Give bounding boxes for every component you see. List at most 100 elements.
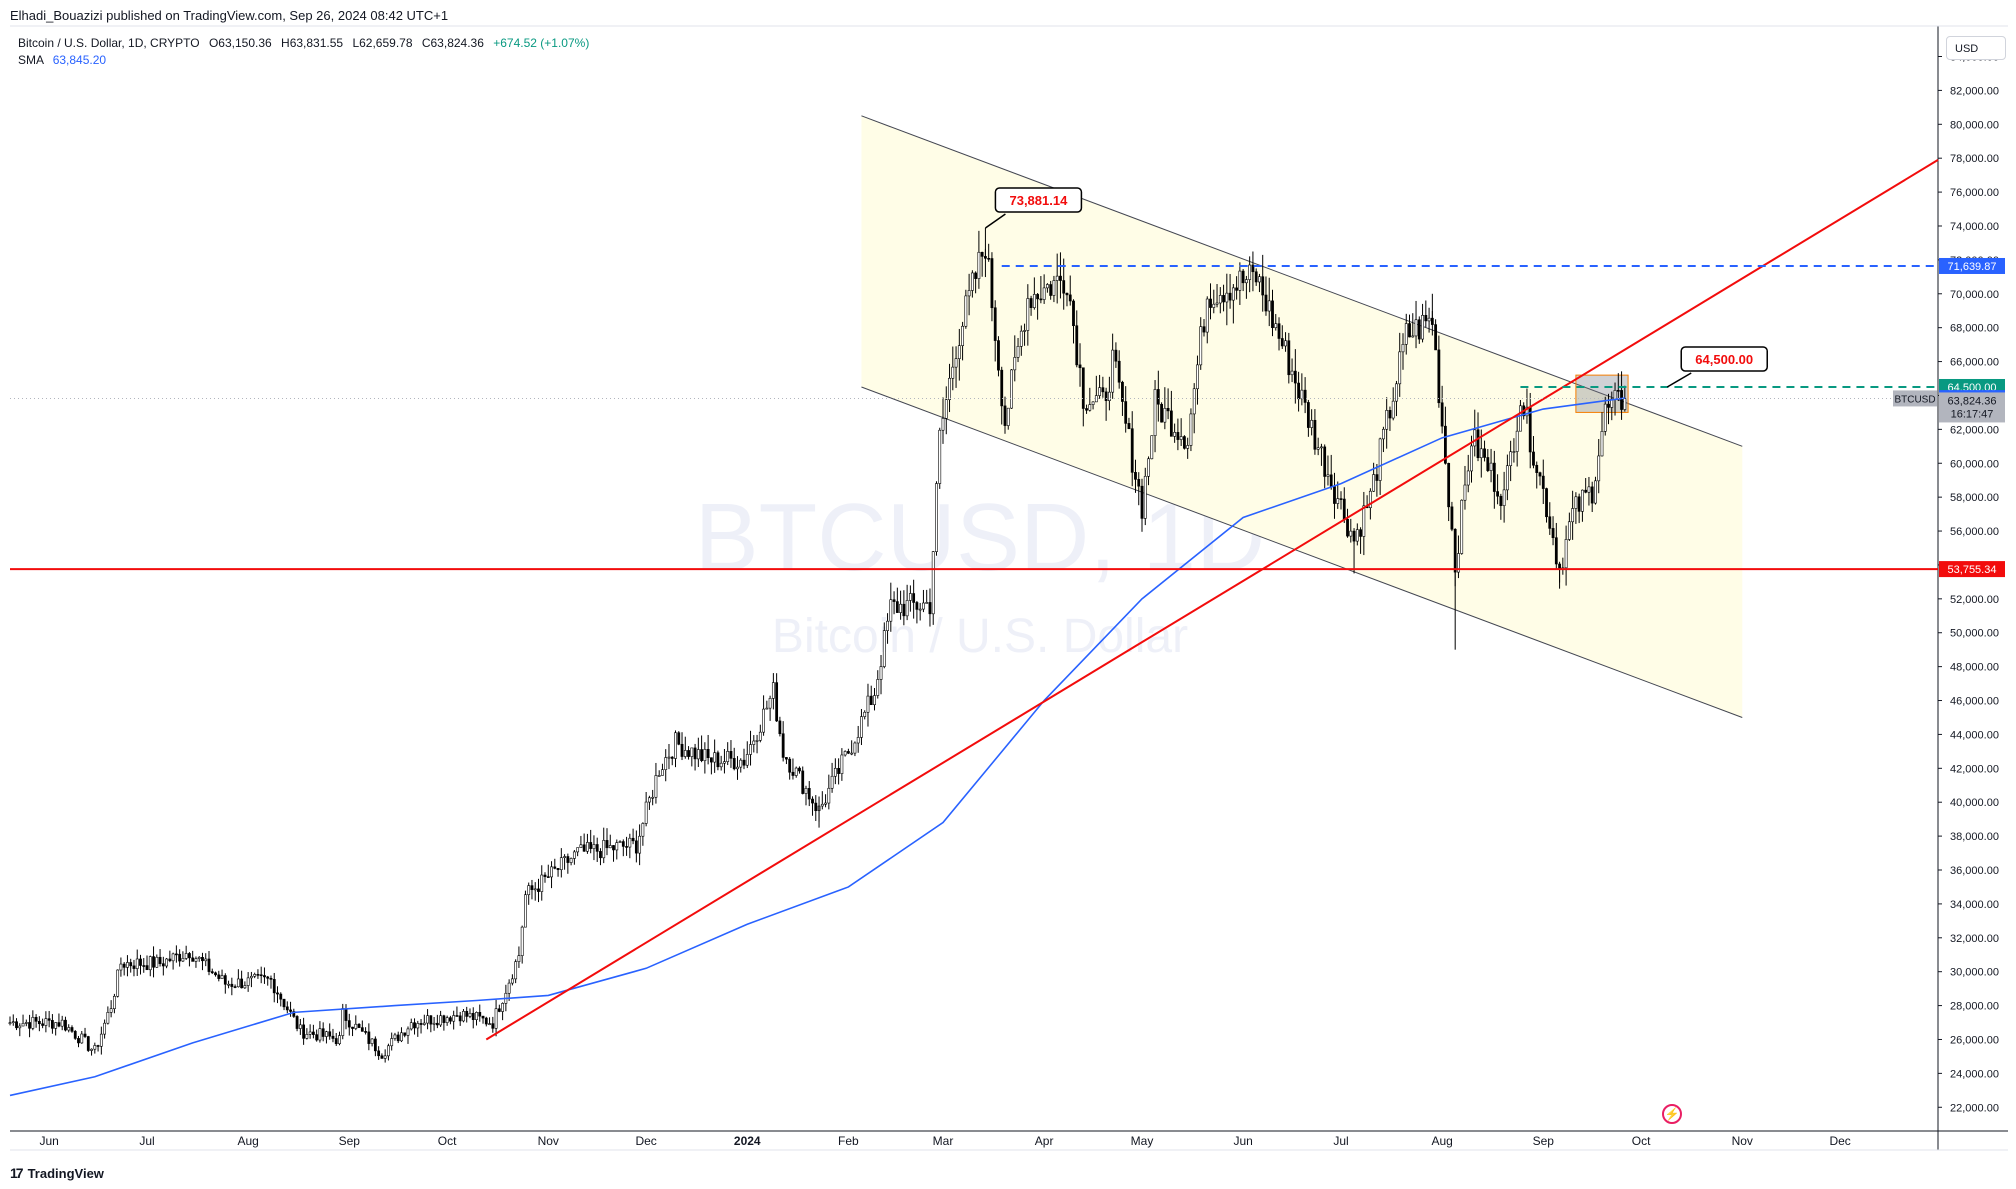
candle-body [1163, 407, 1167, 423]
candle-body [586, 842, 589, 852]
candle-body [807, 788, 811, 800]
candle-body [1346, 519, 1349, 537]
candle-body [938, 429, 942, 484]
candle-body [788, 758, 792, 773]
candle-body [478, 1012, 482, 1017]
y-tick-label: 78,000.00 [1950, 153, 1999, 165]
y-tick-label: 26,000.00 [1950, 1034, 1999, 1046]
candle-body [1046, 284, 1049, 289]
watermark-subtitle: Bitcoin / U.S. Dollar [772, 610, 1188, 663]
candle-body [1065, 292, 1069, 296]
candle-body [207, 958, 211, 972]
candle-body [621, 841, 625, 847]
candle-body [220, 975, 224, 979]
candle-body [1026, 298, 1030, 331]
candle-body [214, 972, 217, 976]
candle-body [677, 732, 681, 745]
candle-body [174, 953, 178, 956]
candle-body [680, 743, 684, 757]
candle-body [1036, 294, 1040, 300]
candle-body [1042, 287, 1046, 300]
candle-body [1329, 474, 1333, 487]
candle-body [449, 1017, 452, 1022]
tradingview-footer[interactable]: 17 TradingView [10, 1165, 104, 1181]
candle-body [1209, 298, 1212, 308]
candle-body [201, 957, 204, 962]
candle-body [236, 978, 240, 988]
candle-body [1078, 364, 1082, 369]
candle-body [674, 732, 677, 759]
candle-body [563, 856, 566, 858]
candle-body [651, 796, 655, 799]
candle-body [546, 876, 550, 878]
candle-body [928, 602, 932, 615]
y-tick-label: 70,000.00 [1950, 289, 1999, 301]
candle-body [703, 749, 707, 761]
candle-body [1290, 370, 1294, 376]
candle-body [1538, 472, 1542, 477]
currency-button[interactable]: USD [1946, 36, 2006, 60]
candle-body [256, 974, 260, 976]
candle-body [693, 747, 697, 760]
candle-body [719, 762, 723, 768]
candle-body [338, 1035, 341, 1045]
y-tick-label: 74,000.00 [1950, 221, 1999, 233]
candle-body [1571, 508, 1575, 523]
candle-body [357, 1023, 361, 1028]
candle-body [1541, 475, 1545, 489]
candle-body [1016, 346, 1020, 358]
y-tick-label: 34,000.00 [1950, 899, 1999, 911]
sma-legend[interactable]: SMA 63,845.20 [18, 53, 106, 67]
candle-body [1114, 349, 1118, 362]
candle-body [54, 1022, 58, 1029]
candle-body [771, 682, 775, 699]
candle-body [1607, 403, 1610, 408]
lightning-icon[interactable]: ⚡ [1662, 1104, 1682, 1124]
candle-body [781, 733, 785, 758]
candle-body [527, 885, 531, 896]
candle-body [57, 1022, 61, 1027]
candle-body [67, 1027, 71, 1031]
candle-body [344, 1008, 348, 1021]
rising-trendline [485, 159, 1939, 1041]
candle-body [325, 1031, 328, 1037]
candle-body [308, 1031, 312, 1035]
x-tick-label: Jun [39, 1134, 58, 1148]
candle-body [1388, 410, 1392, 419]
candle-body [1284, 340, 1287, 347]
candle-body [145, 965, 149, 971]
candle-body [657, 775, 661, 777]
candle-body [1368, 490, 1372, 509]
symbol-legend[interactable]: Bitcoin / U.S. Dollar, 1D, CRYPTO O63,15… [18, 36, 589, 50]
candle-body [302, 1024, 306, 1039]
candle-body [1362, 505, 1366, 537]
candle-body [1372, 474, 1376, 492]
candle-body [178, 953, 182, 962]
x-tick-label: Jun [1233, 1134, 1252, 1148]
candle-body [990, 258, 994, 309]
candle-body [422, 1022, 426, 1025]
highlight-box [1575, 374, 1629, 413]
candle-body [1375, 474, 1379, 481]
current-price-label: 63,824.36 [1948, 395, 1997, 407]
candle-body [96, 1045, 100, 1047]
x-tick-label: May [1131, 1134, 1154, 1148]
candle-body [967, 290, 971, 297]
x-tick-label: Nov [1732, 1134, 1753, 1148]
candle-body [99, 1033, 103, 1047]
candle-body [1059, 275, 1062, 281]
candle-body [90, 1048, 93, 1051]
candle-body [413, 1022, 416, 1029]
candle-body [197, 957, 201, 959]
candle-body [11, 1021, 15, 1023]
x-tick-label: Aug [237, 1134, 258, 1148]
candle-body [729, 751, 733, 759]
candle-body [165, 958, 168, 967]
candle-body [47, 1018, 51, 1021]
candle-body [1156, 389, 1160, 405]
candle-body [1339, 498, 1343, 500]
candle-body [1417, 319, 1421, 340]
candle-body [902, 603, 906, 617]
candle-body [416, 1023, 420, 1029]
